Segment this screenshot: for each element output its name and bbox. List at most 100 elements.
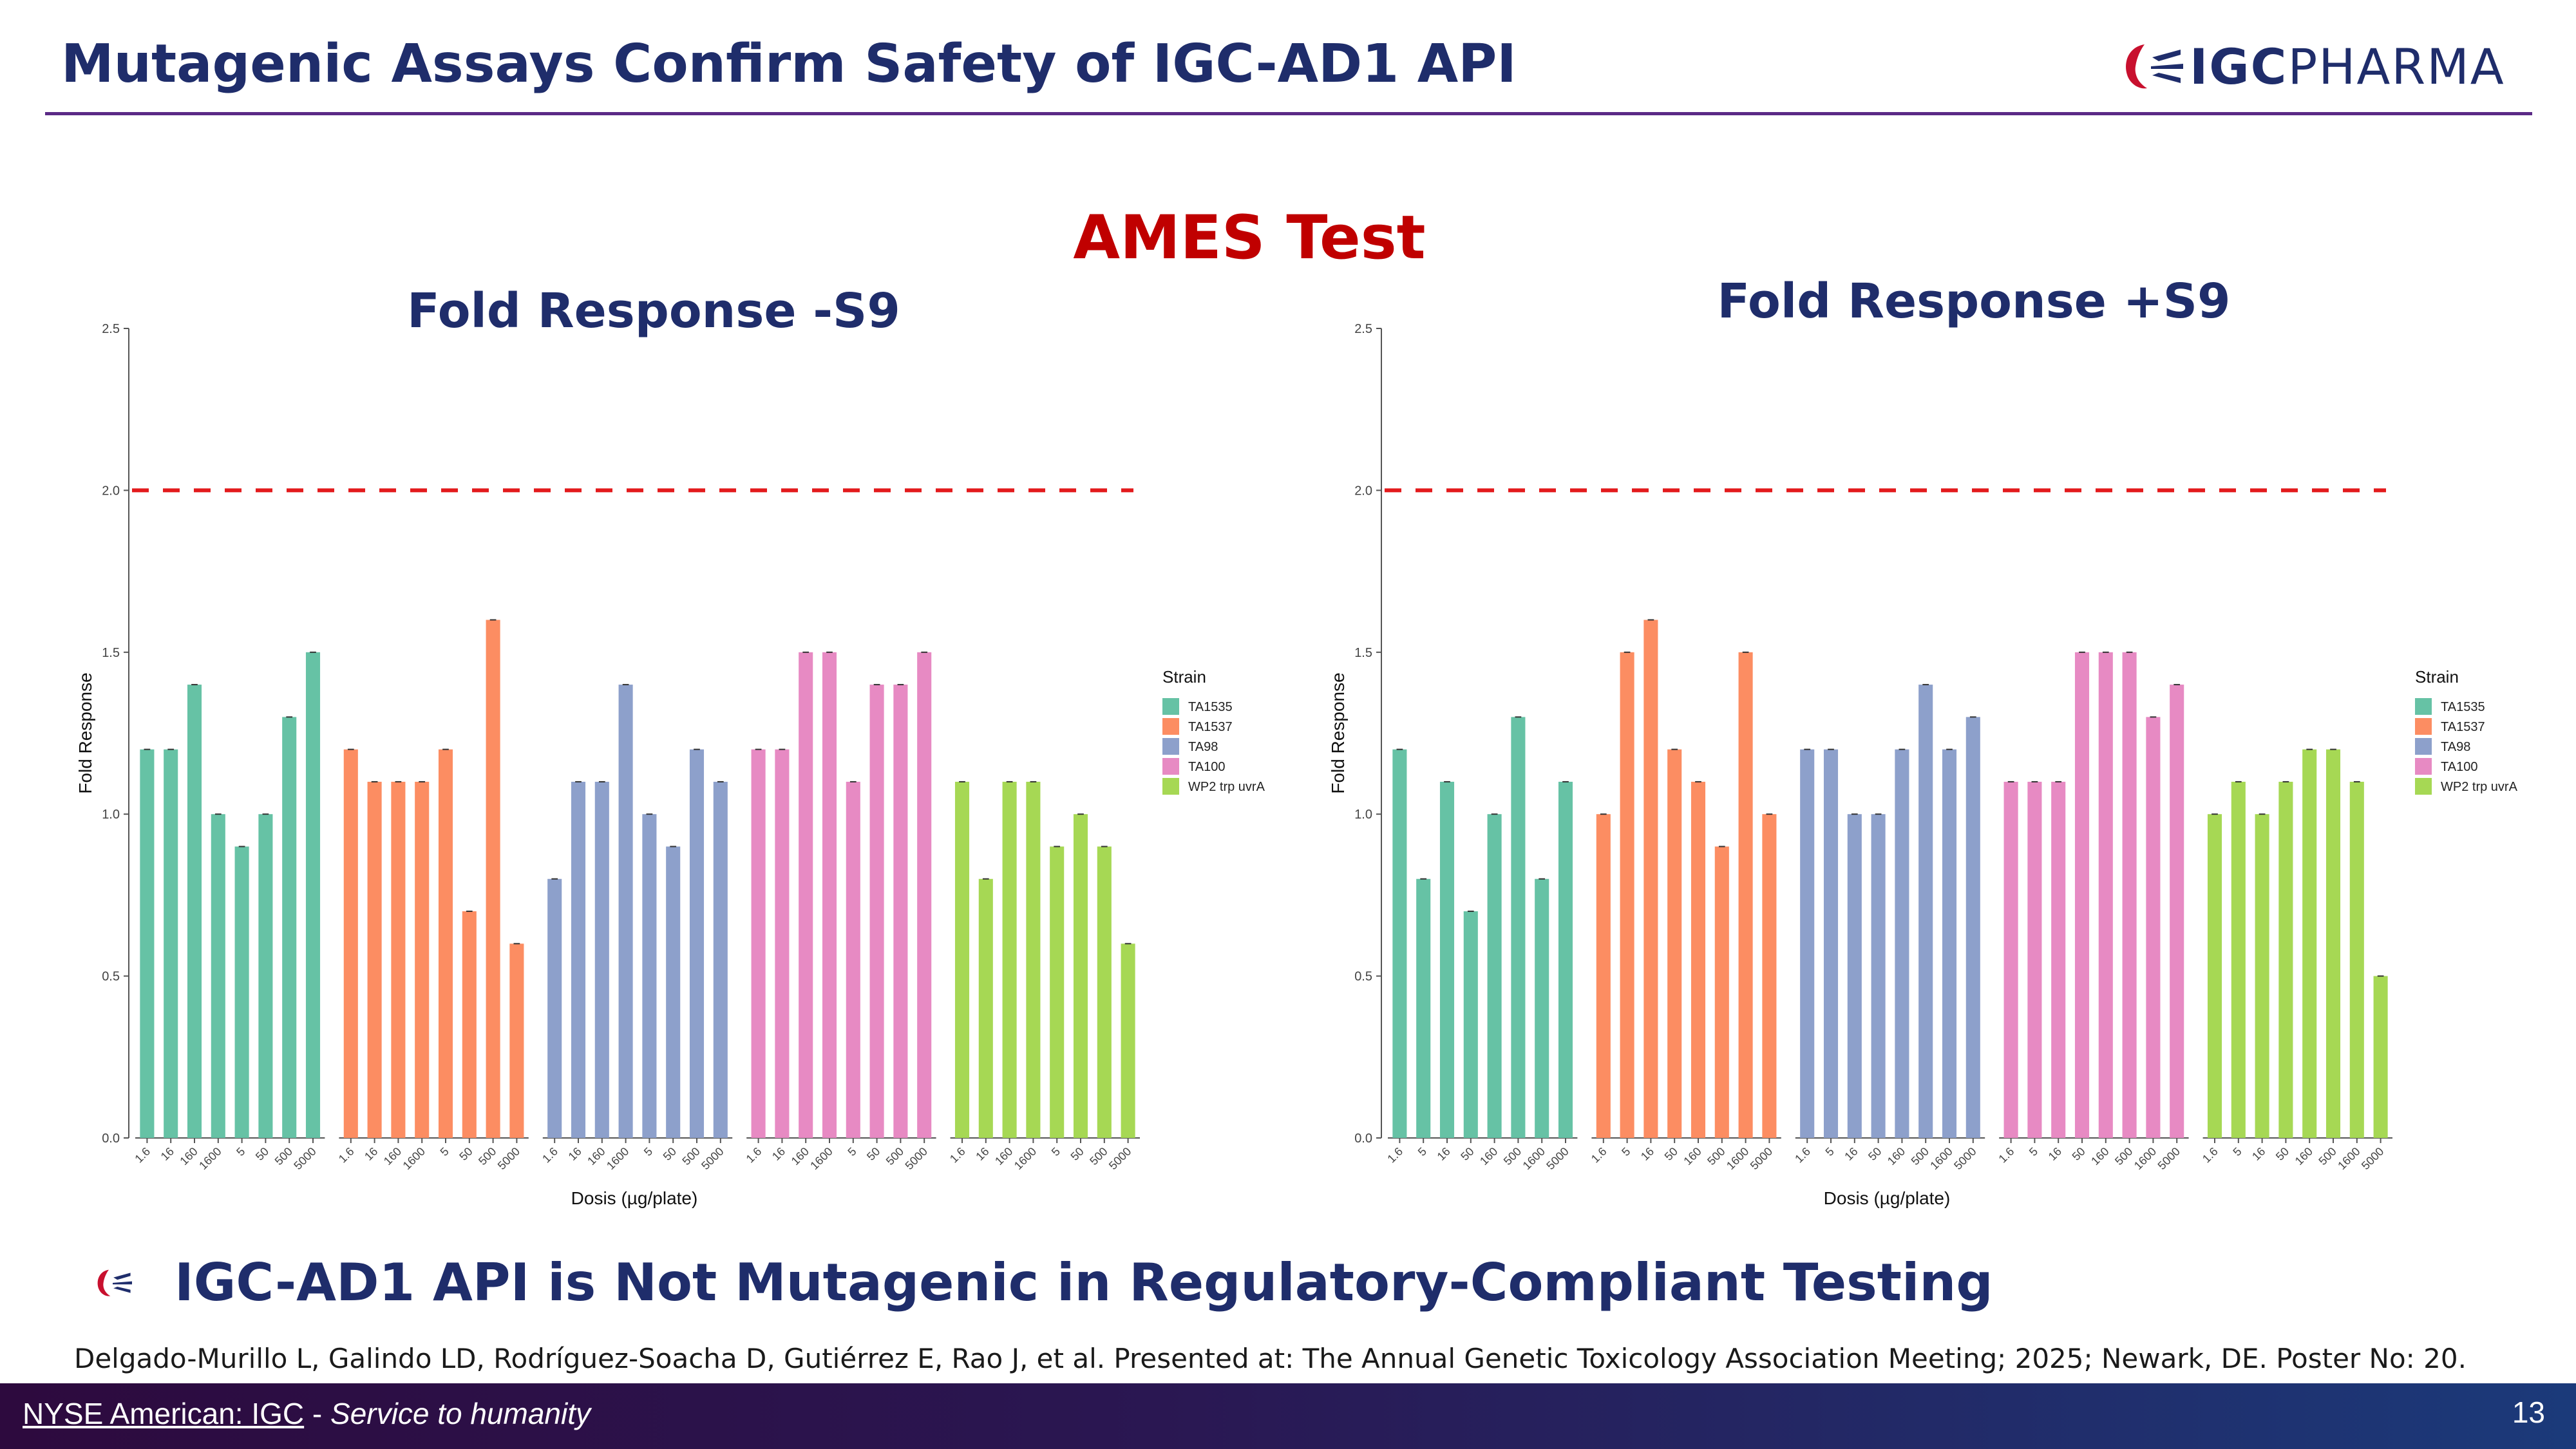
- bar: [2349, 781, 2364, 1138]
- x-tick-label: 50: [1068, 1145, 1086, 1163]
- x-tick-label: 160: [1681, 1145, 1703, 1168]
- bar: [751, 749, 766, 1138]
- x-tick-label: 1.6: [744, 1145, 764, 1166]
- bar: [2373, 976, 2388, 1138]
- legend-label: TA1537: [1188, 720, 1233, 734]
- x-tick-label: 5000: [291, 1145, 318, 1172]
- x-tick-label: 1.6: [336, 1145, 357, 1166]
- x-tick-label: 50: [253, 1145, 271, 1163]
- bar: [917, 652, 932, 1138]
- legend-swatch: [2415, 718, 2432, 735]
- bar: [1643, 620, 1658, 1138]
- bar: [1965, 717, 1980, 1138]
- x-tick-label: 16: [1842, 1145, 1860, 1163]
- bar: [140, 749, 155, 1138]
- x-tick-label: 5: [845, 1145, 858, 1159]
- company-logo: IGCPHARMA: [2119, 37, 2505, 95]
- x-tick-label: 500: [2112, 1145, 2135, 1168]
- bar: [282, 717, 297, 1138]
- x-tick-label: 5000: [1951, 1145, 1978, 1172]
- exchange-link[interactable]: NYSE American: IGC: [23, 1397, 305, 1430]
- bar: [1073, 814, 1088, 1138]
- x-tick-label: 500: [1087, 1145, 1110, 1168]
- legend-swatch: [2415, 738, 2432, 755]
- y-tick-label: 2.0: [1354, 484, 1372, 498]
- x-tick-label: 1.6: [1589, 1145, 1609, 1166]
- x-axis-label: Dosis (µg/plate): [1824, 1188, 1951, 1208]
- bar: [343, 749, 358, 1138]
- bar: [486, 620, 500, 1138]
- bar: [618, 685, 633, 1138]
- y-tick-label: 0.0: [1354, 1132, 1372, 1146]
- bar: [1511, 717, 1526, 1138]
- bar: [1002, 781, 1017, 1138]
- logo-wordmark: IGCPHARMA: [2190, 37, 2505, 95]
- bar: [1596, 814, 1611, 1138]
- bar: [775, 749, 790, 1138]
- page-title: Mutagenic Assays Confirm Safety of IGC-A…: [61, 33, 1517, 95]
- brain-bullet-icon: [97, 1269, 132, 1296]
- bar: [509, 943, 524, 1138]
- bar: [2325, 749, 2341, 1138]
- x-tick-label: 160: [992, 1145, 1015, 1168]
- x-tick-label: 16: [362, 1145, 380, 1163]
- footer-tagline: NYSE American: IGC - Service to humanity: [23, 1397, 591, 1430]
- bar: [1487, 814, 1502, 1138]
- x-tick-label: 1.6: [1996, 1145, 2017, 1166]
- bar: [822, 652, 837, 1138]
- bar: [799, 652, 813, 1138]
- legend-label: WP2 trp uvrA: [1188, 780, 1265, 794]
- x-tick-label: 5000: [2359, 1145, 2386, 1172]
- bar: [1392, 749, 1407, 1138]
- x-tick-label: 1.6: [2200, 1145, 2221, 1166]
- bar: [1416, 878, 1431, 1138]
- bar: [1121, 943, 1135, 1138]
- legend-swatch: [1162, 758, 1179, 775]
- x-tick-label: 50: [1458, 1145, 1476, 1163]
- y-tick-label: 1.0: [1354, 808, 1372, 822]
- bar: [2207, 814, 2222, 1138]
- chart-title-minus-s9: Fold Response -S9: [407, 283, 900, 339]
- bar: [258, 814, 273, 1138]
- bar: [1918, 685, 1933, 1138]
- legend-swatch: [1162, 738, 1179, 755]
- bar: [1558, 781, 1573, 1138]
- x-tick-label: 1600: [2335, 1145, 2362, 1172]
- bar: [2302, 749, 2317, 1138]
- x-tick-label: 500: [476, 1145, 498, 1168]
- bar: [666, 846, 681, 1138]
- bar: [1050, 846, 1065, 1138]
- x-tick-label: 5: [438, 1145, 451, 1159]
- bar: [594, 781, 609, 1138]
- legend-label: TA98: [1188, 740, 1218, 754]
- legend-label: TA98: [2441, 740, 2470, 754]
- bar: [2098, 652, 2113, 1138]
- header-divider: [45, 112, 2532, 115]
- bar: [438, 749, 453, 1138]
- x-tick-label: 16: [2249, 1145, 2268, 1163]
- x-tick-label: 50: [457, 1145, 475, 1163]
- bar: [547, 878, 562, 1138]
- bar: [978, 878, 993, 1138]
- legend-swatch: [2415, 698, 2432, 715]
- bar: [462, 911, 477, 1138]
- bar: [1895, 749, 1909, 1138]
- bar: [305, 652, 321, 1138]
- x-tick-label: 1600: [196, 1145, 223, 1172]
- bar: [642, 814, 657, 1138]
- x-tick-label: 50: [864, 1145, 882, 1163]
- y-tick-label: 1.0: [102, 808, 120, 822]
- x-tick-label: 1.6: [1385, 1145, 1405, 1166]
- x-tick-label: 500: [2316, 1145, 2338, 1168]
- conclusion-text: IGC-AD1 API is Not Mutagenic in Regulato…: [175, 1253, 1993, 1312]
- x-tick-label: 5: [2230, 1145, 2244, 1159]
- x-tick-label: 160: [1885, 1145, 1908, 1168]
- bar: [1026, 781, 1041, 1138]
- x-tick-label: 1600: [1012, 1145, 1039, 1172]
- bar: [893, 685, 908, 1138]
- x-tick-label: 5: [1416, 1145, 1429, 1159]
- x-tick-label: 500: [1501, 1145, 1524, 1168]
- x-tick-label: 160: [789, 1145, 811, 1168]
- x-tick-label: 1.6: [947, 1145, 968, 1166]
- footer-bar: NYSE American: IGC - Service to humanity…: [0, 1383, 2576, 1449]
